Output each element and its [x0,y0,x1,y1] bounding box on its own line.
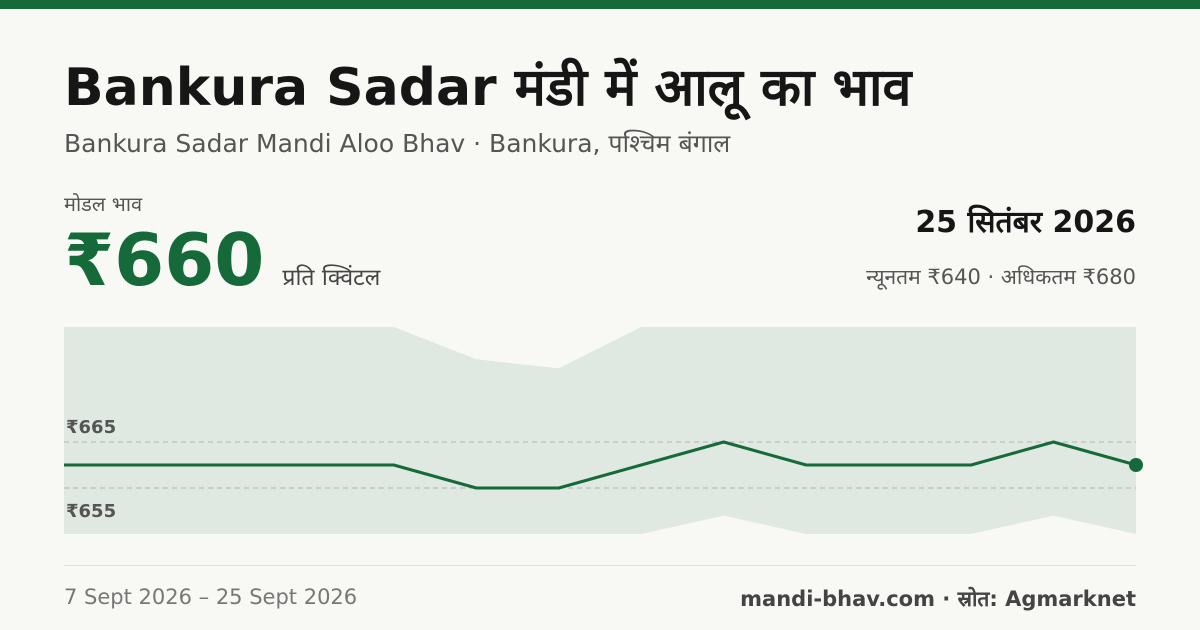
y-tick-label: ₹665 [66,417,116,438]
y-tick-label: ₹655 [66,501,116,522]
latest-price-point [1129,458,1143,472]
price-date: 25 सितंबर 2026 [915,205,1136,240]
top-accent-bar [0,0,1200,9]
source-credit: mandi-bhav.com · स्रोत: Agmarknet [740,587,1136,611]
date-range: 7 Sept 2026 – 25 Sept 2026 [64,585,358,609]
modal-price-label: मोडल भाव [64,192,143,216]
modal-price-value: ₹660 [64,218,265,302]
min-max-band [64,327,1136,534]
price-row: ₹660 प्रति क्विंटल [64,224,380,296]
page-title: Bankura Sadar मंडी में आलू का भाव [64,58,912,118]
price-min-max: न्यूनतम ₹640 · अधिकतम ₹680 [866,265,1136,289]
price-unit: प्रति क्विंटल [282,265,381,291]
modal-price-line [64,440,1137,490]
page-subtitle: Bankura Sadar Mandi Aloo Bhav · Bankura,… [64,129,731,158]
footer-divider [64,565,1136,566]
